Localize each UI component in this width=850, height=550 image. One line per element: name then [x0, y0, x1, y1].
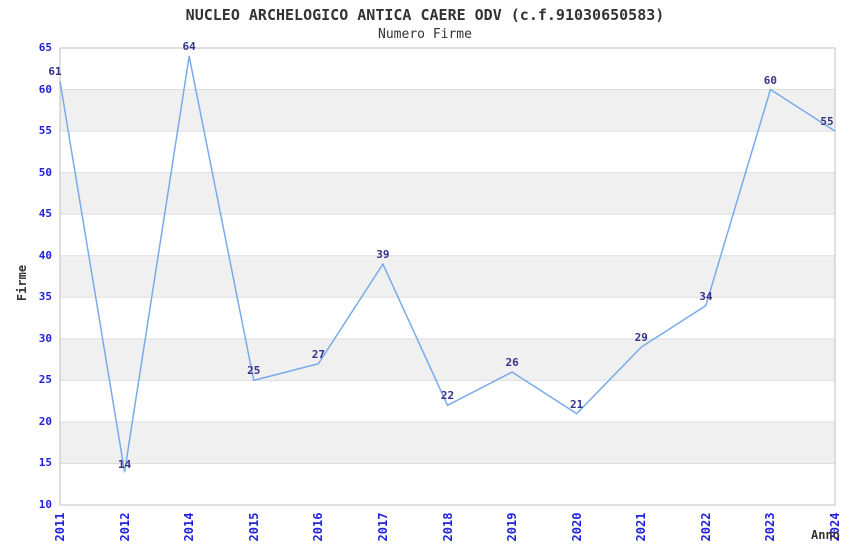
- grid-band: [60, 172, 835, 215]
- y-tick-label: 65: [38, 41, 52, 54]
- y-tick-label: 50: [38, 165, 52, 179]
- x-tick-label: 2011: [53, 512, 67, 542]
- y-tick-label: 25: [38, 373, 52, 387]
- plot-border: [59, 47, 836, 506]
- y-tick-label: 20: [38, 414, 52, 428]
- x-tick-label: 2014: [182, 512, 197, 542]
- data-point-label: 60: [763, 73, 778, 87]
- chart-subtitle: Numero Firme: [378, 27, 472, 42]
- y-tick-label: 55: [38, 124, 52, 138]
- x-tick-label: 2022: [698, 512, 713, 542]
- y-tick-label: 60: [38, 82, 52, 96]
- data-point-label: 14: [117, 457, 132, 471]
- x-tick-label: 2016: [311, 512, 326, 542]
- y-tick-label: 10: [38, 498, 52, 511]
- data-point-label: 39: [376, 248, 390, 262]
- x-tick-label: 2019: [505, 512, 520, 542]
- x-tick-label: 2021: [634, 512, 649, 542]
- x-axis-label: Anno: [811, 528, 840, 542]
- grid-band: [60, 255, 835, 298]
- data-point-label: 26: [505, 356, 519, 370]
- x-tick-label: 2020: [569, 512, 584, 542]
- data-point-label: 27: [311, 347, 325, 361]
- x-tick-label: 2018: [440, 512, 455, 542]
- data-point-label: 21: [570, 397, 584, 411]
- data-point-label: 61: [48, 65, 62, 79]
- grid-band: [60, 89, 835, 132]
- x-tick-label: 2023: [763, 512, 778, 542]
- data-point-label: 29: [634, 331, 648, 345]
- data-line: [59, 55, 836, 473]
- y-tick-label: 30: [38, 331, 52, 345]
- data-point-label: 22: [440, 389, 455, 403]
- y-tick-label: 35: [38, 290, 52, 304]
- y-tick-label: 40: [38, 248, 52, 262]
- data-point-label: 64: [182, 40, 196, 54]
- x-tick-label: 2017: [375, 512, 390, 542]
- y-tick-label: 15: [38, 456, 52, 470]
- x-tick-label: 2015: [246, 512, 261, 542]
- data-point-label: 34: [699, 289, 713, 303]
- y-axis-label: Firme: [15, 264, 29, 302]
- grid-band: [60, 421, 835, 464]
- y-tick-label: 45: [38, 207, 52, 221]
- x-tick-label: 2012: [117, 512, 132, 542]
- data-point-label: 55: [820, 115, 834, 129]
- chart-title: NUCLEO ARCHELOGICO ANTICA CAERE ODV (c.f…: [185, 6, 665, 24]
- data-point-label: 25: [247, 364, 261, 378]
- grid-band: [60, 338, 835, 381]
